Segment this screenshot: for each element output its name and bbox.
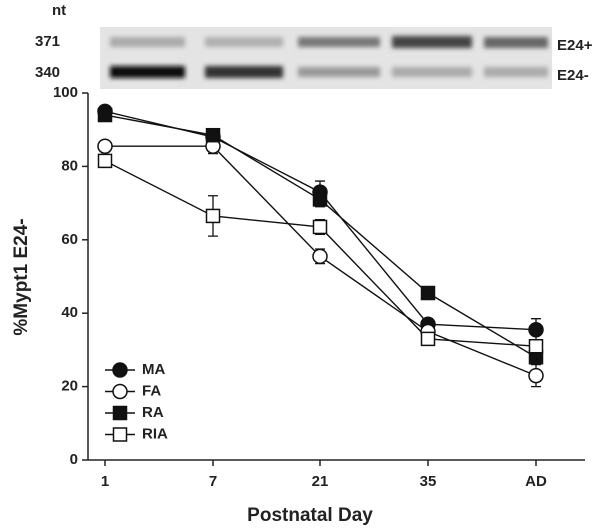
gel-size-header: nt xyxy=(52,2,66,19)
y-tick-label: 0 xyxy=(70,451,78,468)
legend-label: RIA xyxy=(142,425,168,442)
data-point xyxy=(97,138,113,154)
legend-marker xyxy=(112,427,128,442)
y-tick-label: 60 xyxy=(61,231,78,248)
series-line xyxy=(104,114,537,358)
data-point xyxy=(97,153,113,169)
x-tick-label: AD xyxy=(525,473,547,490)
x-axis-label: Postnatal Day xyxy=(247,505,373,526)
y-tick-label: 80 xyxy=(61,157,78,174)
data-point xyxy=(205,208,221,224)
y-tick-label: 20 xyxy=(61,378,78,395)
x-tick-label: 35 xyxy=(420,473,437,490)
gel-band-label: E24+ xyxy=(557,37,593,54)
legend-marker xyxy=(112,405,128,421)
data-point xyxy=(205,127,221,143)
legend-label: RA xyxy=(142,404,164,421)
gel-image xyxy=(100,27,552,89)
y-tick-label: 40 xyxy=(61,304,78,321)
data-point xyxy=(528,338,544,354)
data-point xyxy=(97,107,113,123)
x-tick-label: 21 xyxy=(312,473,329,490)
gel-size-label: 371 xyxy=(35,33,60,50)
data-point xyxy=(312,219,328,235)
data-point xyxy=(312,192,328,207)
legend-marker xyxy=(112,362,128,378)
legend-marker xyxy=(112,383,128,400)
data-point xyxy=(420,285,436,301)
gel-size-label: 340 xyxy=(35,64,60,81)
data-point xyxy=(312,248,328,265)
y-axis-label: %Mypt1 E24- xyxy=(11,218,32,335)
gel-band-label: E24- xyxy=(557,67,589,84)
legend-label: FA xyxy=(142,382,161,399)
y-tick-label: 100 xyxy=(53,84,78,101)
data-point xyxy=(528,321,544,338)
data-point xyxy=(528,367,544,384)
x-tick-label: 1 xyxy=(101,473,109,490)
x-tick-label: 7 xyxy=(209,473,217,490)
data-point xyxy=(420,331,436,347)
legend-label: MA xyxy=(142,361,165,378)
